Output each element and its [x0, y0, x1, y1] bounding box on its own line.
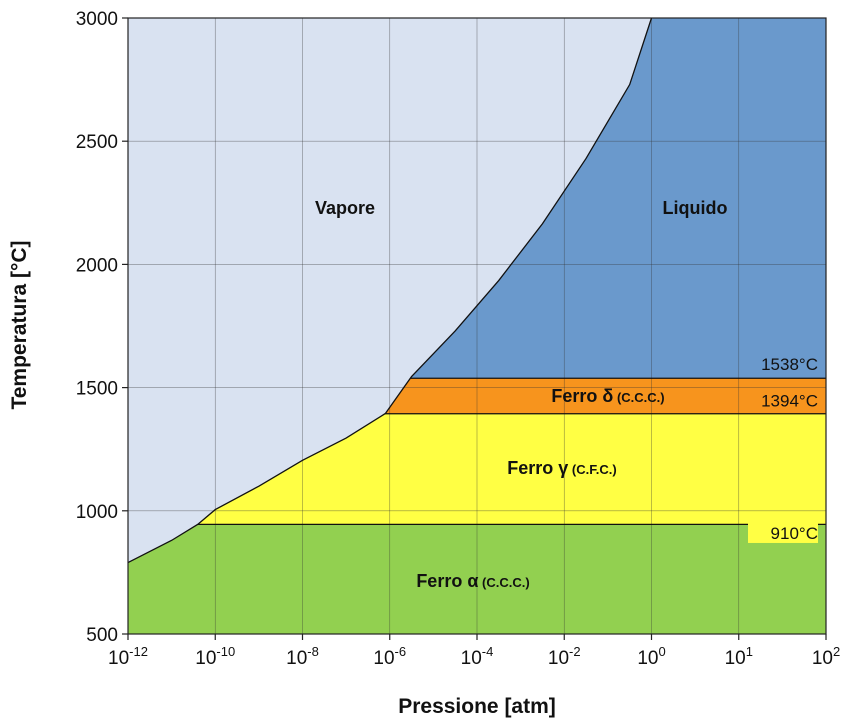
y-tick-label: 3000: [76, 9, 118, 30]
region-ferro-gamma-fill: [197, 413, 827, 525]
y-tick-label: 2500: [76, 132, 118, 153]
y-axis-title: Temperatura [°C]: [8, 240, 31, 409]
x-tick-label: 10-10: [195, 644, 235, 669]
region-label-vapore: Vapore: [315, 198, 375, 218]
annotation-1394: 1394°C: [761, 392, 818, 411]
x-tick-label: 100: [637, 644, 665, 669]
x-tick-label: 10-8: [286, 644, 319, 669]
region-label-liquido: Liquido: [663, 198, 728, 218]
y-tick-label: 2000: [76, 255, 118, 276]
region-label-ferro-gamma: Ferro γ (C.F.C.): [507, 458, 616, 478]
x-tick-label: 10-6: [373, 644, 406, 669]
y-tick-label: 1500: [76, 379, 118, 400]
region-label-ferro-delta: Ferro δ (C.C.C.): [551, 386, 664, 406]
axes: 500 1000 1500 2000 2500 3000 10-12 10-10 10-8 10-…: [76, 9, 840, 669]
x-tick-label: 10-2: [548, 644, 581, 669]
x-tick-label: 102: [812, 644, 840, 669]
annotation-1538: 1538°C: [761, 355, 818, 374]
annotation-910-background: [748, 522, 818, 543]
x-tick-label: 10-4: [461, 644, 494, 669]
phase-boundaries: [127, 17, 826, 564]
x-tick-label: 101: [725, 644, 753, 669]
y-tick-label: 1000: [76, 502, 118, 523]
x-axis-title: Pressione [atm]: [398, 695, 556, 718]
region-ferro-delta-fill: [384, 378, 826, 414]
region-liquido-fill: [410, 18, 826, 379]
x-tick-label: 10-12: [108, 644, 148, 669]
region-labels: Vapore Liquido Ferro δ (C.C.C.) Ferro γ (C.…: [315, 198, 818, 591]
region-label-ferro-alpha: Ferro α (C.C.C.): [416, 571, 529, 591]
annotation-910: 910°C: [771, 524, 818, 543]
y-tick-label: 500: [86, 625, 118, 646]
